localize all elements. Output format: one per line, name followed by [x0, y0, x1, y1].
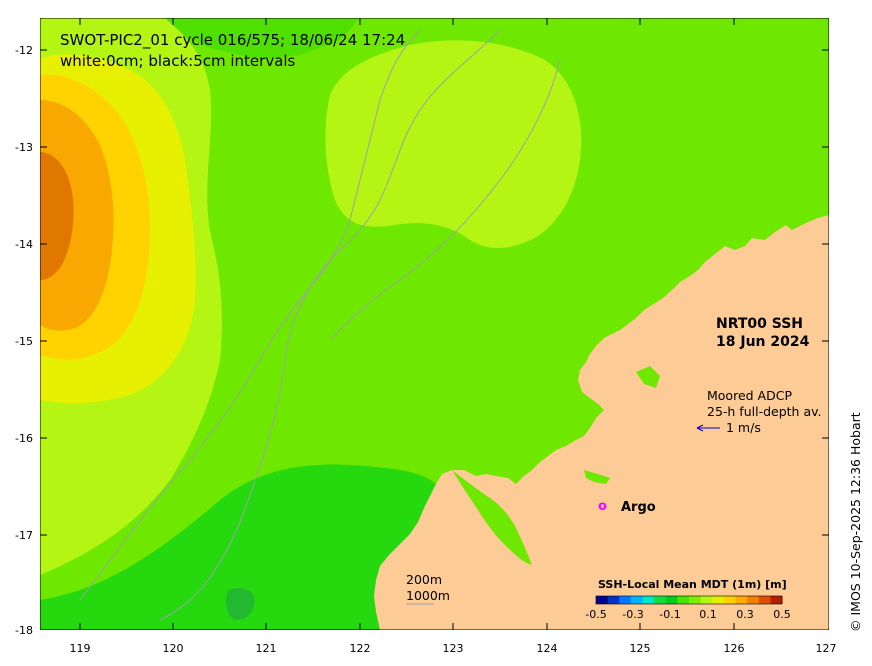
isobath-1000m [79, 29, 421, 601]
argo-marker-icon: o [598, 499, 607, 514]
colorbar-swatch [630, 596, 643, 604]
credit-text: © IMOS 10-Sep-2025 12:36 Hobart [848, 412, 863, 632]
colorbar-swatch [596, 596, 609, 604]
land-inlet-3 [636, 366, 660, 388]
colorbar-swatch [758, 596, 771, 604]
ssh-contour-west-max [40, 152, 74, 280]
lat-tick-label: -13 [15, 141, 33, 154]
lat-tick-label: -12 [15, 44, 33, 57]
colorbar-title: SSH-Local Mean MDT (1m) [m] [598, 578, 787, 591]
adcp-scale-arrow-icon [696, 424, 720, 432]
land-mainland [374, 215, 829, 630]
ssh-contour-min-patch [226, 588, 255, 620]
depth-legend-200m: 200m [406, 572, 442, 587]
colorbar-border [595, 595, 783, 605]
colorbar-tick: 0.3 [736, 608, 754, 621]
isobath-200m [159, 29, 501, 621]
colorbar-swatch [700, 596, 713, 604]
colorbar-swatch [677, 596, 690, 604]
ssh-contour-northeast-0-10 [325, 40, 582, 249]
colorbar-swatch [607, 596, 620, 604]
adcp-legend-title: Moored ADCP [707, 388, 792, 403]
colorbar-swatch [735, 596, 748, 604]
colorbar-swatch [747, 596, 760, 604]
lat-tick-label: -16 [15, 432, 33, 445]
lon-tick-label: 122 [350, 642, 371, 655]
lat-tick-label: -18 [15, 624, 33, 637]
lat-tick-label: -14 [15, 238, 33, 251]
ssh-contour-north-band [160, 18, 360, 60]
lon-tick-label: 126 [724, 642, 745, 655]
lon-tick-label: 125 [630, 642, 651, 655]
colorbar-tick: 0.5 [773, 608, 791, 621]
ssh-contour-low-south [40, 464, 450, 630]
map-plot-area [40, 18, 829, 630]
colorbar-swatch [642, 596, 655, 604]
colorbar-swatch [712, 596, 725, 604]
colorbar-swatch [770, 596, 783, 604]
colorbar-swatch [689, 596, 702, 604]
lon-tick-label: 119 [70, 642, 91, 655]
argo-label: Argo [621, 500, 656, 515]
adcp-legend-subtitle: 25-h full-depth av. [707, 404, 822, 419]
lon-tick-label: 121 [256, 642, 277, 655]
land-bay-inlet [452, 470, 532, 565]
lon-tick-label: 124 [537, 642, 558, 655]
lon-tick-label: 123 [443, 642, 464, 655]
adcp-scale-label: 1 m/s [726, 420, 761, 435]
colorbar-tick: -0.3 [622, 608, 643, 621]
isobath-coastal [329, 59, 561, 341]
colorbar [595, 595, 783, 605]
depth-legend-1000m: 1000m [406, 588, 450, 603]
ssh-contour-west-30-40 [40, 100, 114, 331]
lat-tick-label: -17 [15, 529, 33, 542]
colorbar-tick: -0.1 [659, 608, 680, 621]
lat-tick-label: -15 [15, 335, 33, 348]
colorbar-tick: 0.1 [699, 608, 717, 621]
axis-ticks [40, 18, 829, 630]
map-title: SWOT-PIC2_01 cycle 016/575; 18/06/24 17:… [60, 31, 405, 50]
colorbar-tick: -0.5 [585, 608, 606, 621]
colorbar-swatch [723, 596, 736, 604]
colorbar-swatch [665, 596, 678, 604]
colorbar-swatch [619, 596, 632, 604]
land-inlet-2 [584, 470, 610, 484]
lon-tick-label: 120 [163, 642, 184, 655]
map-subtitle: white:0cm; black:5cm intervals [60, 52, 296, 70]
product-label: NRT00 SSH [716, 316, 803, 332]
product-date: 18 Jun 2024 [716, 334, 810, 350]
colorbar-swatch [654, 596, 667, 604]
lon-tick-label: 127 [816, 642, 837, 655]
